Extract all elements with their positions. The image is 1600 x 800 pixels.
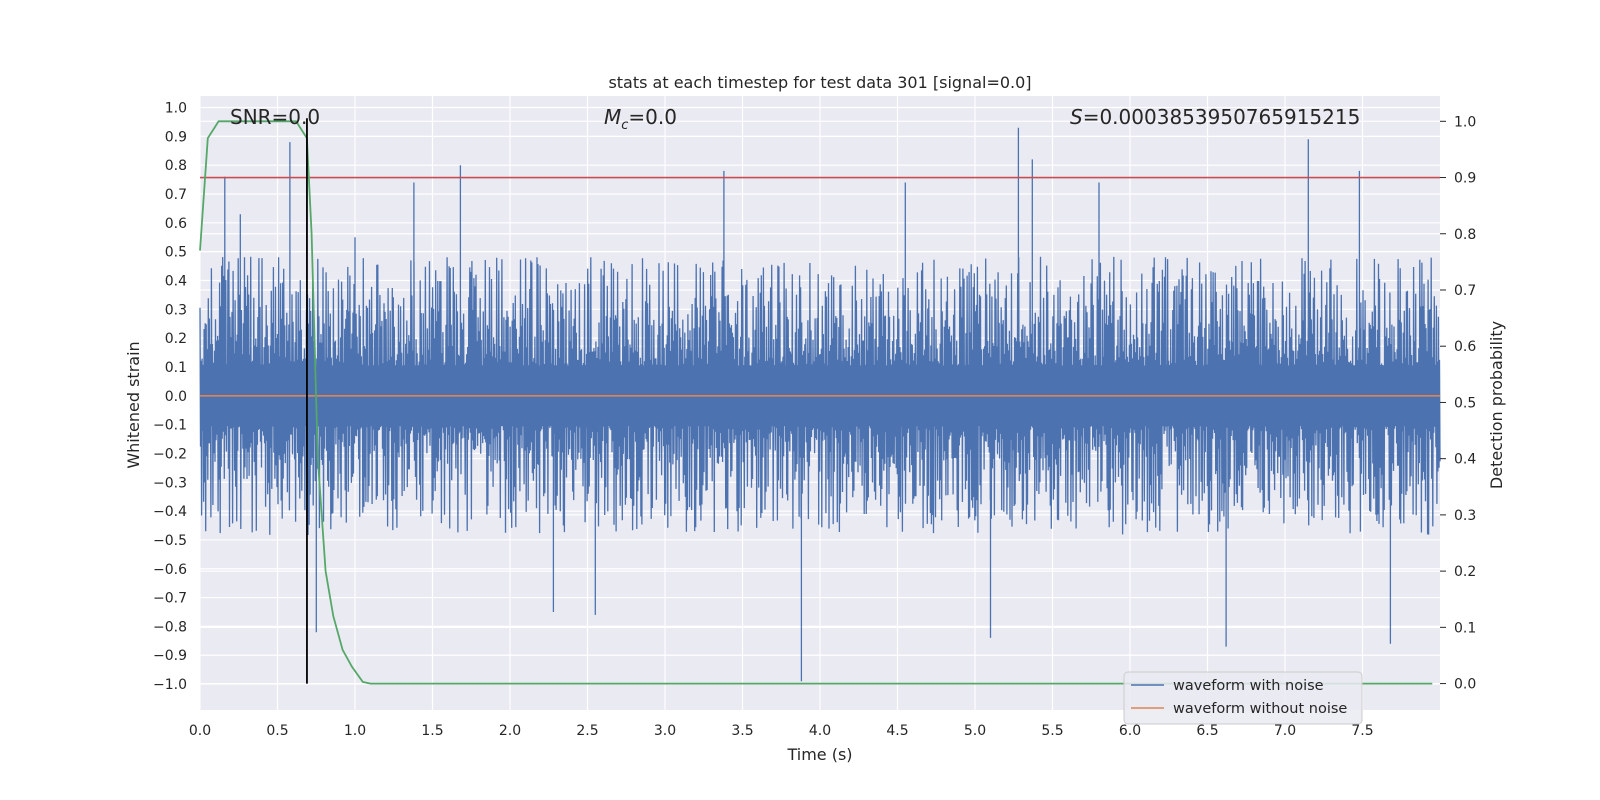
y-tick-label: 0.9: [165, 129, 187, 145]
x-tick-label: 3.5: [731, 723, 753, 739]
x-tick-label: 2.0: [499, 723, 521, 739]
x-tick-label: 5.5: [1041, 723, 1063, 739]
y-tick-label: −0.5: [153, 533, 187, 549]
legend-label-noise: waveform with noise: [1173, 678, 1324, 694]
y-tick-label: 0.8: [165, 158, 187, 174]
x-tick-label: 1.0: [344, 723, 366, 739]
x-tick-label: 4.5: [886, 723, 908, 739]
y-tick-label: 0.3: [165, 302, 187, 318]
y-tick-label: −0.7: [153, 591, 187, 607]
y-tick-label: −0.6: [153, 562, 187, 578]
legend-box: [1123, 671, 1363, 725]
y-tick-label: −0.1: [153, 418, 187, 434]
legend-label-no-noise: waveform without noise: [1173, 701, 1347, 717]
x-tick-label: 7.5: [1351, 723, 1373, 739]
x-tick-label: 0.0: [189, 723, 211, 739]
x-tick-label: 6.0: [1119, 723, 1141, 739]
y2-tick-labels: 1.0 0.9 0.8 0.7 0.6 0.5 0.4 0.3 0.2 0.1 0.0: [1440, 114, 1476, 693]
y2-tick-label: 0.5: [1454, 395, 1476, 411]
x-tick-label: 3.0: [654, 723, 676, 739]
y-tick-label: −0.8: [153, 619, 187, 635]
series-detection-probability: [199, 120, 1433, 685]
y2-tick-label: 0.2: [1454, 564, 1476, 580]
detection-probability-line: [199, 120, 1433, 685]
x-tick-labels: 0.0 0.5 1.0 1.5 2.0 2.5 3.0 3.5 4.0 4.5 5.0 5.5 6.0 6…: [189, 723, 1374, 739]
y-tick-label: 0.5: [165, 245, 187, 261]
x-tick-label: 5.0: [964, 723, 986, 739]
x-tick-label: 4.0: [809, 723, 831, 739]
y2-axis-label: Detection probability: [1487, 321, 1506, 489]
snr-annotation: SNR=0.0: [230, 105, 320, 129]
y2-tick-label: 0.1: [1454, 620, 1476, 636]
y-tick-label: 1.0: [165, 101, 187, 117]
x-tick-label: 2.5: [576, 723, 598, 739]
s-value: =0.0003853950765915215: [1083, 105, 1361, 129]
y-tick-label: 0.4: [165, 273, 187, 289]
y2-tick-label: 0.6: [1454, 339, 1476, 355]
y2-tick-label: 0.8: [1454, 227, 1476, 243]
y-tick-label: 0.7: [165, 187, 187, 203]
s-symbol: S: [1070, 105, 1083, 129]
mc-symbol: M: [604, 105, 621, 129]
legend: waveform with noise waveform without noi…: [1123, 671, 1363, 725]
y-axis-label: Whitened strain: [124, 341, 143, 468]
y-tick-label: 0.0: [165, 389, 187, 405]
y-tick-label: −0.2: [153, 446, 187, 462]
y-tick-label: −0.4: [153, 504, 187, 520]
y-tick-label: −0.9: [153, 648, 187, 664]
y2-tick-label: 0.4: [1454, 452, 1476, 468]
y-tick-label: 0.2: [165, 331, 187, 347]
y-tick-label: −1.0: [153, 677, 187, 693]
y2-tick-label: 1.0: [1454, 114, 1476, 130]
y2-tick-label: 0.3: [1454, 508, 1476, 524]
x-tick-label: 6.5: [1196, 723, 1218, 739]
y-tick-label: 0.1: [165, 360, 187, 376]
x-tick-label: 0.5: [266, 723, 288, 739]
s-annotation: S=0.0003853950765915215: [1070, 105, 1360, 129]
y2-tick-label: 0.9: [1454, 171, 1476, 187]
mc-annotation: Mc=0.0: [604, 105, 677, 133]
x-axis-label: Time (s): [786, 745, 852, 764]
y-tick-label: −0.3: [153, 475, 187, 491]
mc-subscript: c: [621, 118, 628, 133]
y2-tick-label: 0.0: [1454, 677, 1476, 693]
y2-tick-label: 0.7: [1454, 283, 1476, 299]
chart-title: stats at each timestep for test data 301…: [608, 73, 1031, 92]
x-tick-label: 1.5: [421, 723, 443, 739]
x-tick-label: 7.0: [1274, 723, 1296, 739]
y-tick-labels: 1.0 0.9 0.8 0.7 0.6 0.5 0.4 0.3 0.2 0.1 0.0 −0.1 −0.…: [153, 101, 187, 694]
y-tick-label: 0.6: [165, 216, 187, 232]
mc-value: =0.0: [628, 105, 677, 129]
